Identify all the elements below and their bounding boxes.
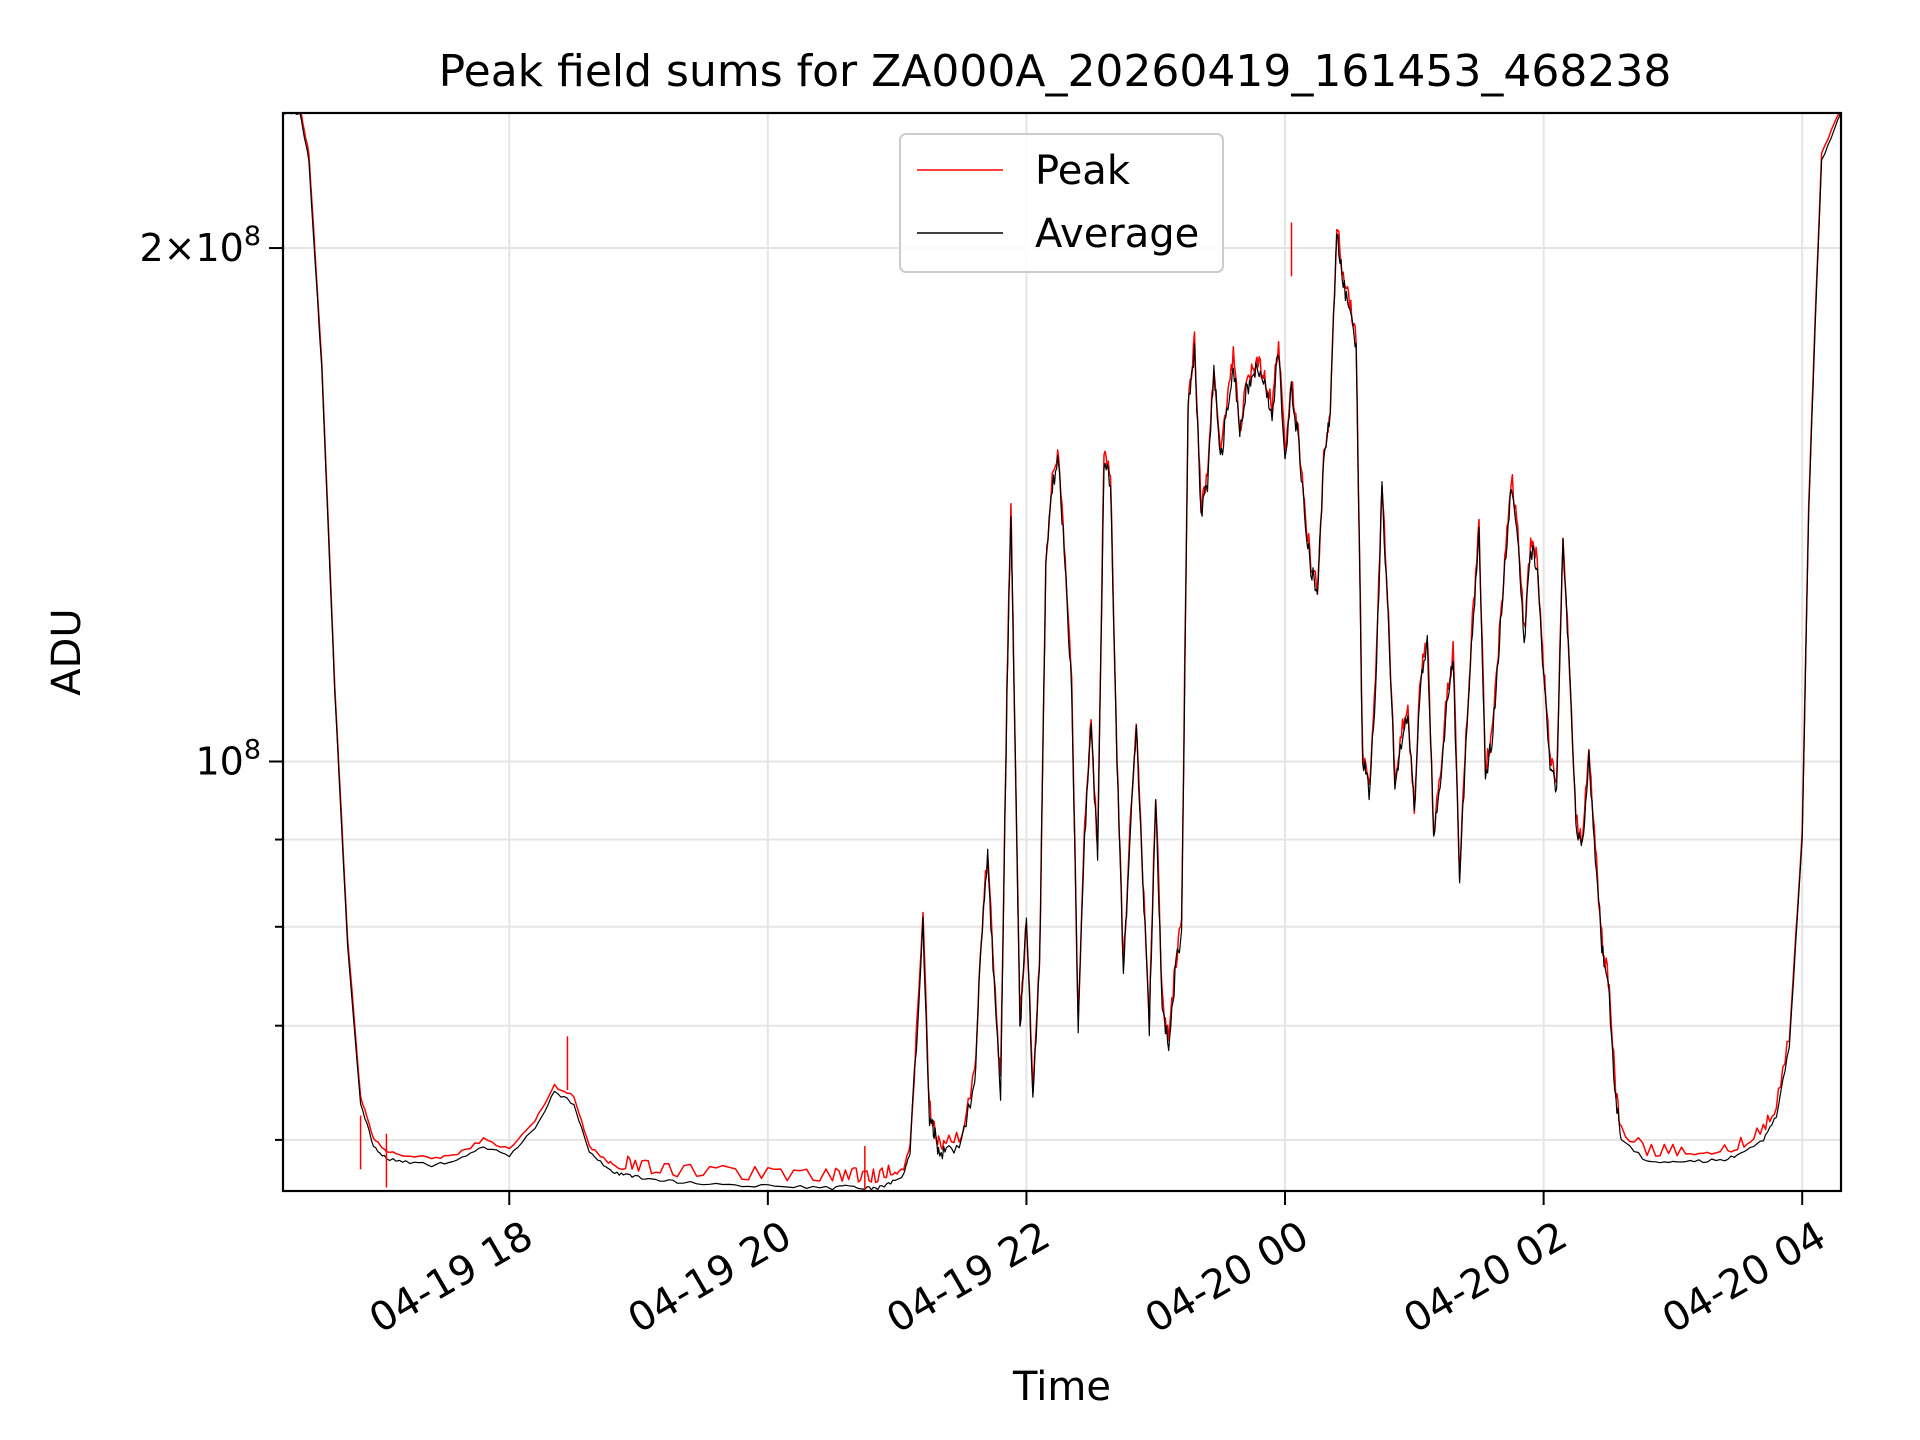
y-tick-label: 2×108: [139, 221, 261, 270]
y-axis-ticks: 2×108 108: [139, 221, 283, 1141]
legend-box: [899, 133, 1224, 273]
y-tick-label: 108: [195, 735, 261, 784]
legend-label-average: Average: [1035, 211, 1199, 257]
series-line-average: [282, 112, 1842, 1191]
y-axis-label: ADU: [44, 608, 90, 695]
grid-lines: [283, 113, 1841, 1191]
legend-label-peak: Peak: [1035, 148, 1131, 194]
x-axis-label: Time: [1012, 1364, 1111, 1410]
series-layer: [282, 112, 1842, 1191]
plot-area-frame: [281, 111, 1843, 1193]
legend: Peak Average: [899, 133, 1224, 273]
chart-title: Peak field sums for ZA000A_20260419_1614…: [439, 46, 1672, 97]
